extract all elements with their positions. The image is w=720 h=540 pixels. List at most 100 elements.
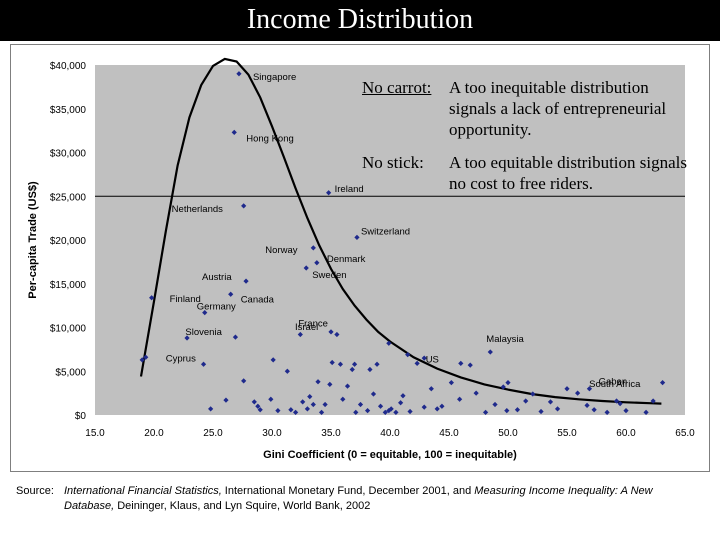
y-axis-label: Per-capita Trade (US$)	[27, 181, 39, 299]
point-label-sweden: Sweden	[312, 270, 346, 281]
data-point	[414, 360, 420, 366]
no-carrot-note: No carrot: A too inequitable distributio…	[362, 77, 692, 143]
data-point	[370, 391, 377, 397]
data-point	[364, 408, 371, 414]
point-label-ireland: Ireland	[335, 184, 364, 195]
x-tick-label: 20.0	[144, 428, 164, 439]
data-point	[352, 361, 358, 367]
data-point	[374, 361, 380, 367]
data-point	[275, 408, 281, 414]
data-point-france	[297, 331, 303, 338]
data-point-us	[405, 352, 411, 358]
source-lead: Source:	[16, 485, 54, 497]
data-point	[310, 401, 316, 408]
data-point-norway	[310, 245, 316, 251]
data-point	[200, 361, 207, 367]
data-point	[473, 390, 479, 396]
data-point	[344, 383, 351, 389]
data-point-germany	[202, 310, 208, 316]
source-ref1-title: International Financial Statistics,	[64, 485, 222, 497]
data-point	[184, 335, 190, 341]
point-label-denmark: Denmark	[327, 254, 366, 265]
data-point	[575, 390, 581, 396]
y-tick-label: $10,000	[50, 324, 87, 335]
data-point	[241, 378, 247, 384]
point-label-netherlands: Netherlands	[172, 204, 223, 215]
data-point	[467, 362, 473, 368]
plot-area	[95, 65, 685, 415]
data-point	[349, 366, 355, 373]
data-point	[504, 408, 510, 414]
data-point	[439, 403, 445, 409]
data-point	[367, 366, 373, 373]
point-label-malaysia: Malaysia	[486, 334, 524, 345]
data-point-switzerland	[354, 234, 360, 240]
data-point	[322, 401, 328, 408]
y-tick-label: $30,000	[50, 149, 87, 160]
data-point-netherlands	[241, 203, 247, 209]
data-point	[458, 360, 464, 366]
data-point-sweden	[303, 265, 309, 271]
x-axis-label: Gini Coefficient (0 = equitable, 100 = i…	[263, 449, 517, 461]
y-tick-label: $25,000	[50, 192, 87, 203]
data-point	[530, 391, 536, 397]
point-label-canada: Canada	[241, 294, 275, 305]
data-point	[393, 409, 399, 415]
data-point	[398, 400, 404, 406]
x-tick-label: 50.0	[498, 428, 518, 439]
no-stick-text: A too equitable distribution signals no …	[449, 153, 687, 193]
x-tick-label: 15.0	[85, 428, 105, 439]
y-tick-label: $35,000	[50, 105, 87, 116]
data-point	[538, 408, 544, 415]
data-point-hong-kong	[231, 129, 237, 135]
data-point-israel	[328, 329, 334, 335]
data-point	[304, 406, 310, 412]
data-point	[270, 357, 276, 363]
data-point	[591, 407, 597, 413]
no-carrot-key: No carrot:	[362, 78, 432, 97]
data-point	[388, 406, 394, 412]
data-point	[407, 408, 413, 415]
data-point	[293, 409, 299, 415]
data-point	[251, 399, 257, 405]
data-point	[340, 396, 346, 402]
data-point	[284, 368, 290, 374]
x-tick-label: 55.0	[557, 428, 577, 439]
data-point	[547, 399, 554, 405]
page-title: Income Distribution	[246, 4, 474, 35]
data-point	[448, 380, 454, 386]
point-label-finland: Finland	[170, 294, 201, 305]
point-label-austria: Austria	[202, 272, 232, 283]
fit-curve	[139, 57, 662, 405]
source-ref2-title: Measuring Income Inequality: A New Datab…	[64, 485, 653, 512]
data-point-south-africa	[650, 398, 656, 404]
data-point	[604, 409, 610, 415]
point-label-germany: Germany	[197, 302, 236, 313]
point-label-south-africa: South Africa	[589, 379, 641, 390]
data-point	[139, 357, 145, 363]
no-stick-note: No stick: A too equitable distribution s…	[362, 152, 692, 196]
data-point	[307, 394, 313, 400]
data-point	[255, 403, 261, 409]
data-point	[623, 408, 629, 414]
data-point-denmark	[314, 260, 320, 266]
data-point	[257, 407, 263, 413]
data-point-cyprus	[143, 354, 149, 360]
data-point	[353, 409, 359, 415]
source-ref2-rest: Deininger, Klaus, and Lyn Squire, World …	[114, 500, 371, 512]
point-label-switzerland: Switzerland	[361, 226, 410, 237]
point-label-cyprus: Cyprus	[166, 353, 196, 364]
data-point	[268, 396, 274, 402]
data-point	[586, 386, 593, 392]
x-tick-label: 40.0	[380, 428, 400, 439]
data-point	[500, 384, 506, 390]
no-stick-key: No stick:	[362, 153, 424, 172]
data-point	[554, 406, 561, 412]
data-point	[643, 409, 649, 415]
point-label-gabon: Gabon	[599, 377, 628, 388]
y-tick-label: $20,000	[50, 236, 87, 247]
data-point	[505, 380, 511, 386]
data-point	[318, 409, 325, 415]
point-label-norway: Norway	[265, 245, 297, 256]
